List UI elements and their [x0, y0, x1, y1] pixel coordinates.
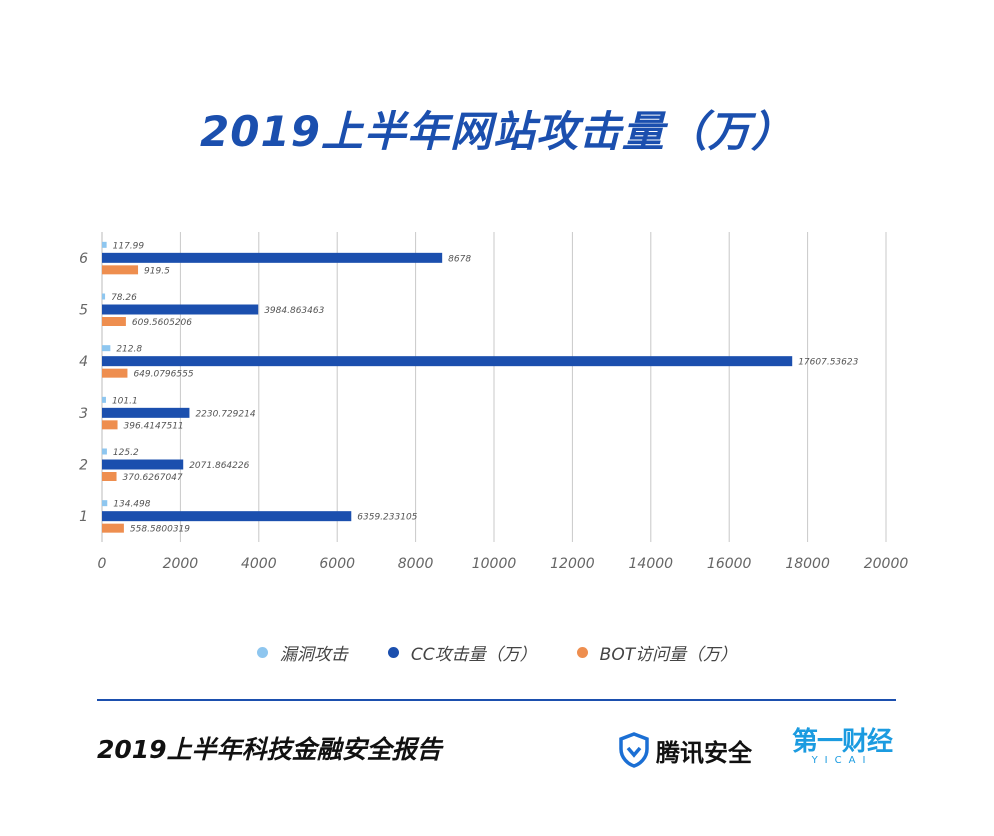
y-tick-label-1: 1	[79, 509, 88, 525]
bar-s0-cat2	[102, 448, 107, 455]
y-tick-label-5: 5	[79, 303, 88, 319]
data-label-s2-cat1: 558.5800319	[130, 525, 190, 535]
legend-label-bot: BOT访问量（万）	[599, 645, 738, 665]
legend-swatch-vuln	[256, 647, 268, 658]
bar-s1-cat5	[102, 304, 259, 315]
bar-s1-cat6	[102, 252, 443, 263]
x-tick-label-7: 14000	[629, 556, 674, 572]
x-tick-label-5: 10000	[472, 556, 517, 572]
bar-s1-cat3	[102, 407, 190, 418]
x-tick-label-8: 16000	[707, 556, 752, 572]
data-label-s1-cat2: 2071.864226	[189, 461, 249, 471]
legend-item-vuln: 漏洞攻击	[256, 640, 348, 665]
data-label-s1-cat3: 2230.729214	[195, 409, 255, 419]
y-tick-label-6: 6	[79, 251, 88, 267]
data-label-s1-cat5: 3984.863463	[264, 306, 324, 316]
bar-s2-cat1	[102, 523, 124, 533]
yicai-text: 第一财经	[792, 727, 893, 757]
x-tick-label-6: 12000	[550, 556, 595, 572]
bar-s2-cat2	[102, 472, 117, 481]
legend-swatch-bot	[576, 647, 588, 658]
x-tick-label-10: 20000	[864, 556, 909, 572]
bar-s1-cat1	[102, 511, 352, 522]
x-tick-label-4: 8000	[398, 556, 434, 572]
y-tick-label-3: 3	[79, 406, 88, 422]
x-tick-label-3: 6000	[319, 556, 355, 572]
data-label-s2-cat6: 919.5	[144, 266, 170, 276]
data-label-s1-cat1: 6359.233105	[357, 513, 417, 523]
bar-chart: 0 2000 4000 6000 8000 10000 12000 14000 16000 180…	[79, 232, 909, 572]
data-label-s0-cat6: 117.99	[113, 241, 145, 251]
bar-s1-cat2	[102, 459, 184, 470]
data-label-s2-cat2: 370.6267047	[123, 473, 183, 483]
data-label-s0-cat1: 134.498	[113, 500, 150, 510]
y-tick-label-4: 4	[79, 354, 88, 370]
chart-legend: 漏洞攻击 CC攻击量（万） BOT访问量（万）	[0, 640, 994, 665]
bar-s0-cat4	[102, 345, 111, 352]
bar-s0-cat3	[102, 396, 106, 403]
data-label-s2-cat3: 396.4147511	[124, 421, 184, 431]
report-title: 2019上半年科技金融安全报告	[97, 735, 442, 764]
legend-item-bot: BOT访问量（万）	[576, 640, 738, 665]
tencent-security-text: 腾讯安全	[656, 738, 752, 767]
x-tick-label-1: 2000	[163, 556, 199, 572]
bar-s2-cat5	[102, 317, 126, 326]
data-label-s2-cat4: 649.0796555	[133, 370, 193, 380]
legend-swatch-cc	[387, 647, 399, 658]
data-label-s0-cat2: 125.2	[113, 448, 139, 458]
yicai-subtext: YICAI	[811, 755, 873, 766]
bar-s2-cat4	[102, 368, 128, 378]
bar-s2-cat6	[102, 265, 139, 275]
legend-item-cc: CC攻击量（万）	[387, 640, 537, 665]
footer-divider	[97, 699, 896, 701]
chart-title: 2019上半年网站攻击量（万）	[200, 107, 794, 156]
legend-label-cc: CC攻击量（万）	[410, 645, 537, 665]
data-label-s2-cat5: 609.5605206	[132, 318, 192, 328]
bar-s1-cat4	[102, 356, 793, 367]
bar-s0-cat1	[102, 500, 108, 507]
bar-s0-cat6	[102, 241, 107, 248]
bar-s2-cat3	[102, 420, 118, 430]
shield-icon	[619, 732, 649, 768]
yicai-logo: 第一财经 YICAI	[792, 727, 893, 766]
bar-s0-cat5	[102, 293, 106, 300]
data-label-s1-cat4: 17607.53623	[798, 358, 858, 368]
y-tick-label-2: 2	[79, 458, 88, 474]
x-tick-label-2: 4000	[241, 556, 277, 572]
x-tick-label-0: 0	[98, 556, 107, 572]
x-tick-label-9: 18000	[785, 556, 830, 572]
data-label-s0-cat5: 78.26	[111, 293, 137, 303]
legend-label-vuln: 漏洞攻击	[279, 645, 348, 665]
data-label-s1-cat6: 8678	[448, 254, 471, 264]
tencent-security-logo: 腾讯安全	[618, 732, 752, 768]
data-label-s0-cat4: 212.8	[116, 345, 142, 355]
data-label-s0-cat3: 101.1	[112, 396, 138, 406]
